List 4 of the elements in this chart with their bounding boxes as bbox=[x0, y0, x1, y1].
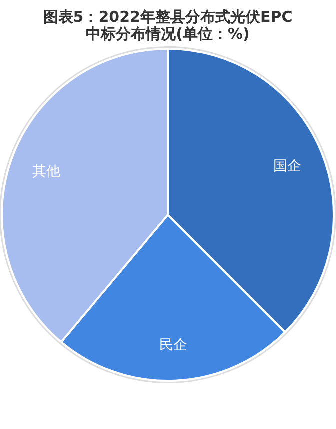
slice-label: 其他 bbox=[32, 164, 60, 180]
chart-title: 图表5：2022年整县分布式光伏EPC中标分布情况(单位：%) bbox=[43, 8, 293, 43]
slice-label: 民企 bbox=[160, 337, 188, 354]
slice-label: 国企 bbox=[274, 158, 302, 174]
